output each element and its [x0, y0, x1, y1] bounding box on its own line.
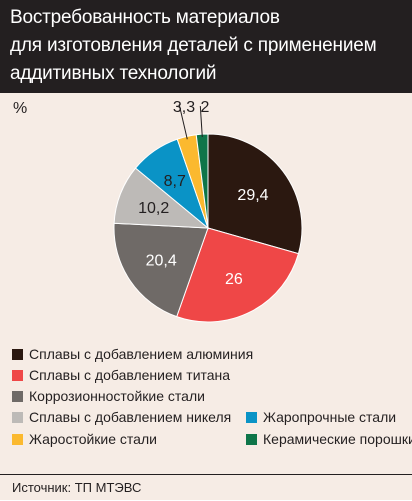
legend-item-7: Керамические порошки: [246, 429, 412, 449]
legend-item-3: Коррозионностойкие стали: [12, 386, 205, 406]
legend-label-6: Жаростойкие стали: [29, 431, 157, 447]
legend-swatch-4: [12, 411, 23, 423]
legend-label-3: Коррозионностойкие стали: [29, 388, 205, 404]
slice-label-4: 10,2: [138, 200, 169, 217]
legend-label-7: Керамические порошки: [263, 431, 412, 447]
legend-swatch-6: [12, 433, 23, 445]
legend-item-6: Жаростойкие стали: [12, 429, 157, 449]
slice-label-7: 2: [201, 99, 210, 116]
title-line-2: для изготовления деталей с применением: [10, 35, 377, 56]
slice-label-3: 20,4: [146, 252, 177, 269]
slice-label-1: 29,4: [237, 187, 268, 204]
pie-slice-2: [176, 227, 300, 323]
legend-swatch-2: [12, 369, 23, 381]
title-line-3: аддитивных технологий: [10, 63, 217, 84]
legend-label-5: Жаропрочные стали: [263, 409, 397, 425]
legend-label-1: Сплавы с добавлением алюминия: [29, 346, 254, 362]
pie-chart: 29,4 26 20,4 10,2 8,7 3,3 2: [113, 99, 303, 323]
legend-item-1: Сплавы с добавлением алюминия: [12, 344, 253, 364]
pie-slice-1: [207, 133, 303, 255]
legend-item-4: Сплавы с добавлением никеля: [12, 407, 231, 427]
legend-item-2: Сплавы с добавлением титана: [12, 365, 230, 385]
header: Востребованность материалов для изготовл…: [0, 0, 412, 93]
leader-line-6: [178, 104, 188, 140]
footer: Источник: ТП МТЭВС: [0, 474, 412, 501]
source-note: Источник: ТП МТЭВС: [12, 480, 142, 495]
chart-title: Востребованность материалов для изготовл…: [10, 4, 406, 88]
pie-slice-3: [113, 222, 209, 318]
legend-swatch-5: [246, 411, 257, 423]
slice-label-2: 26: [225, 271, 243, 288]
slice-label-6: 3,3: [173, 99, 195, 116]
legend: Сплавы с добавлением алюминия Сплавы с до…: [0, 342, 412, 466]
legend-swatch-3: [12, 390, 23, 402]
slice-label-5: 8,7: [164, 173, 186, 190]
leader-line-7: [199, 106, 203, 138]
legend-swatch-1: [12, 348, 23, 360]
legend-swatch-7: [246, 433, 257, 445]
legend-label-4: Сплавы с добавлением никеля: [29, 409, 232, 425]
legend-item-5: Жаропрочные стали: [246, 407, 396, 427]
legend-label-2: Сплавы с добавлением титана: [29, 367, 231, 383]
title-line-1: Востребованность материалов: [10, 7, 280, 28]
unit-label: %: [13, 100, 28, 117]
